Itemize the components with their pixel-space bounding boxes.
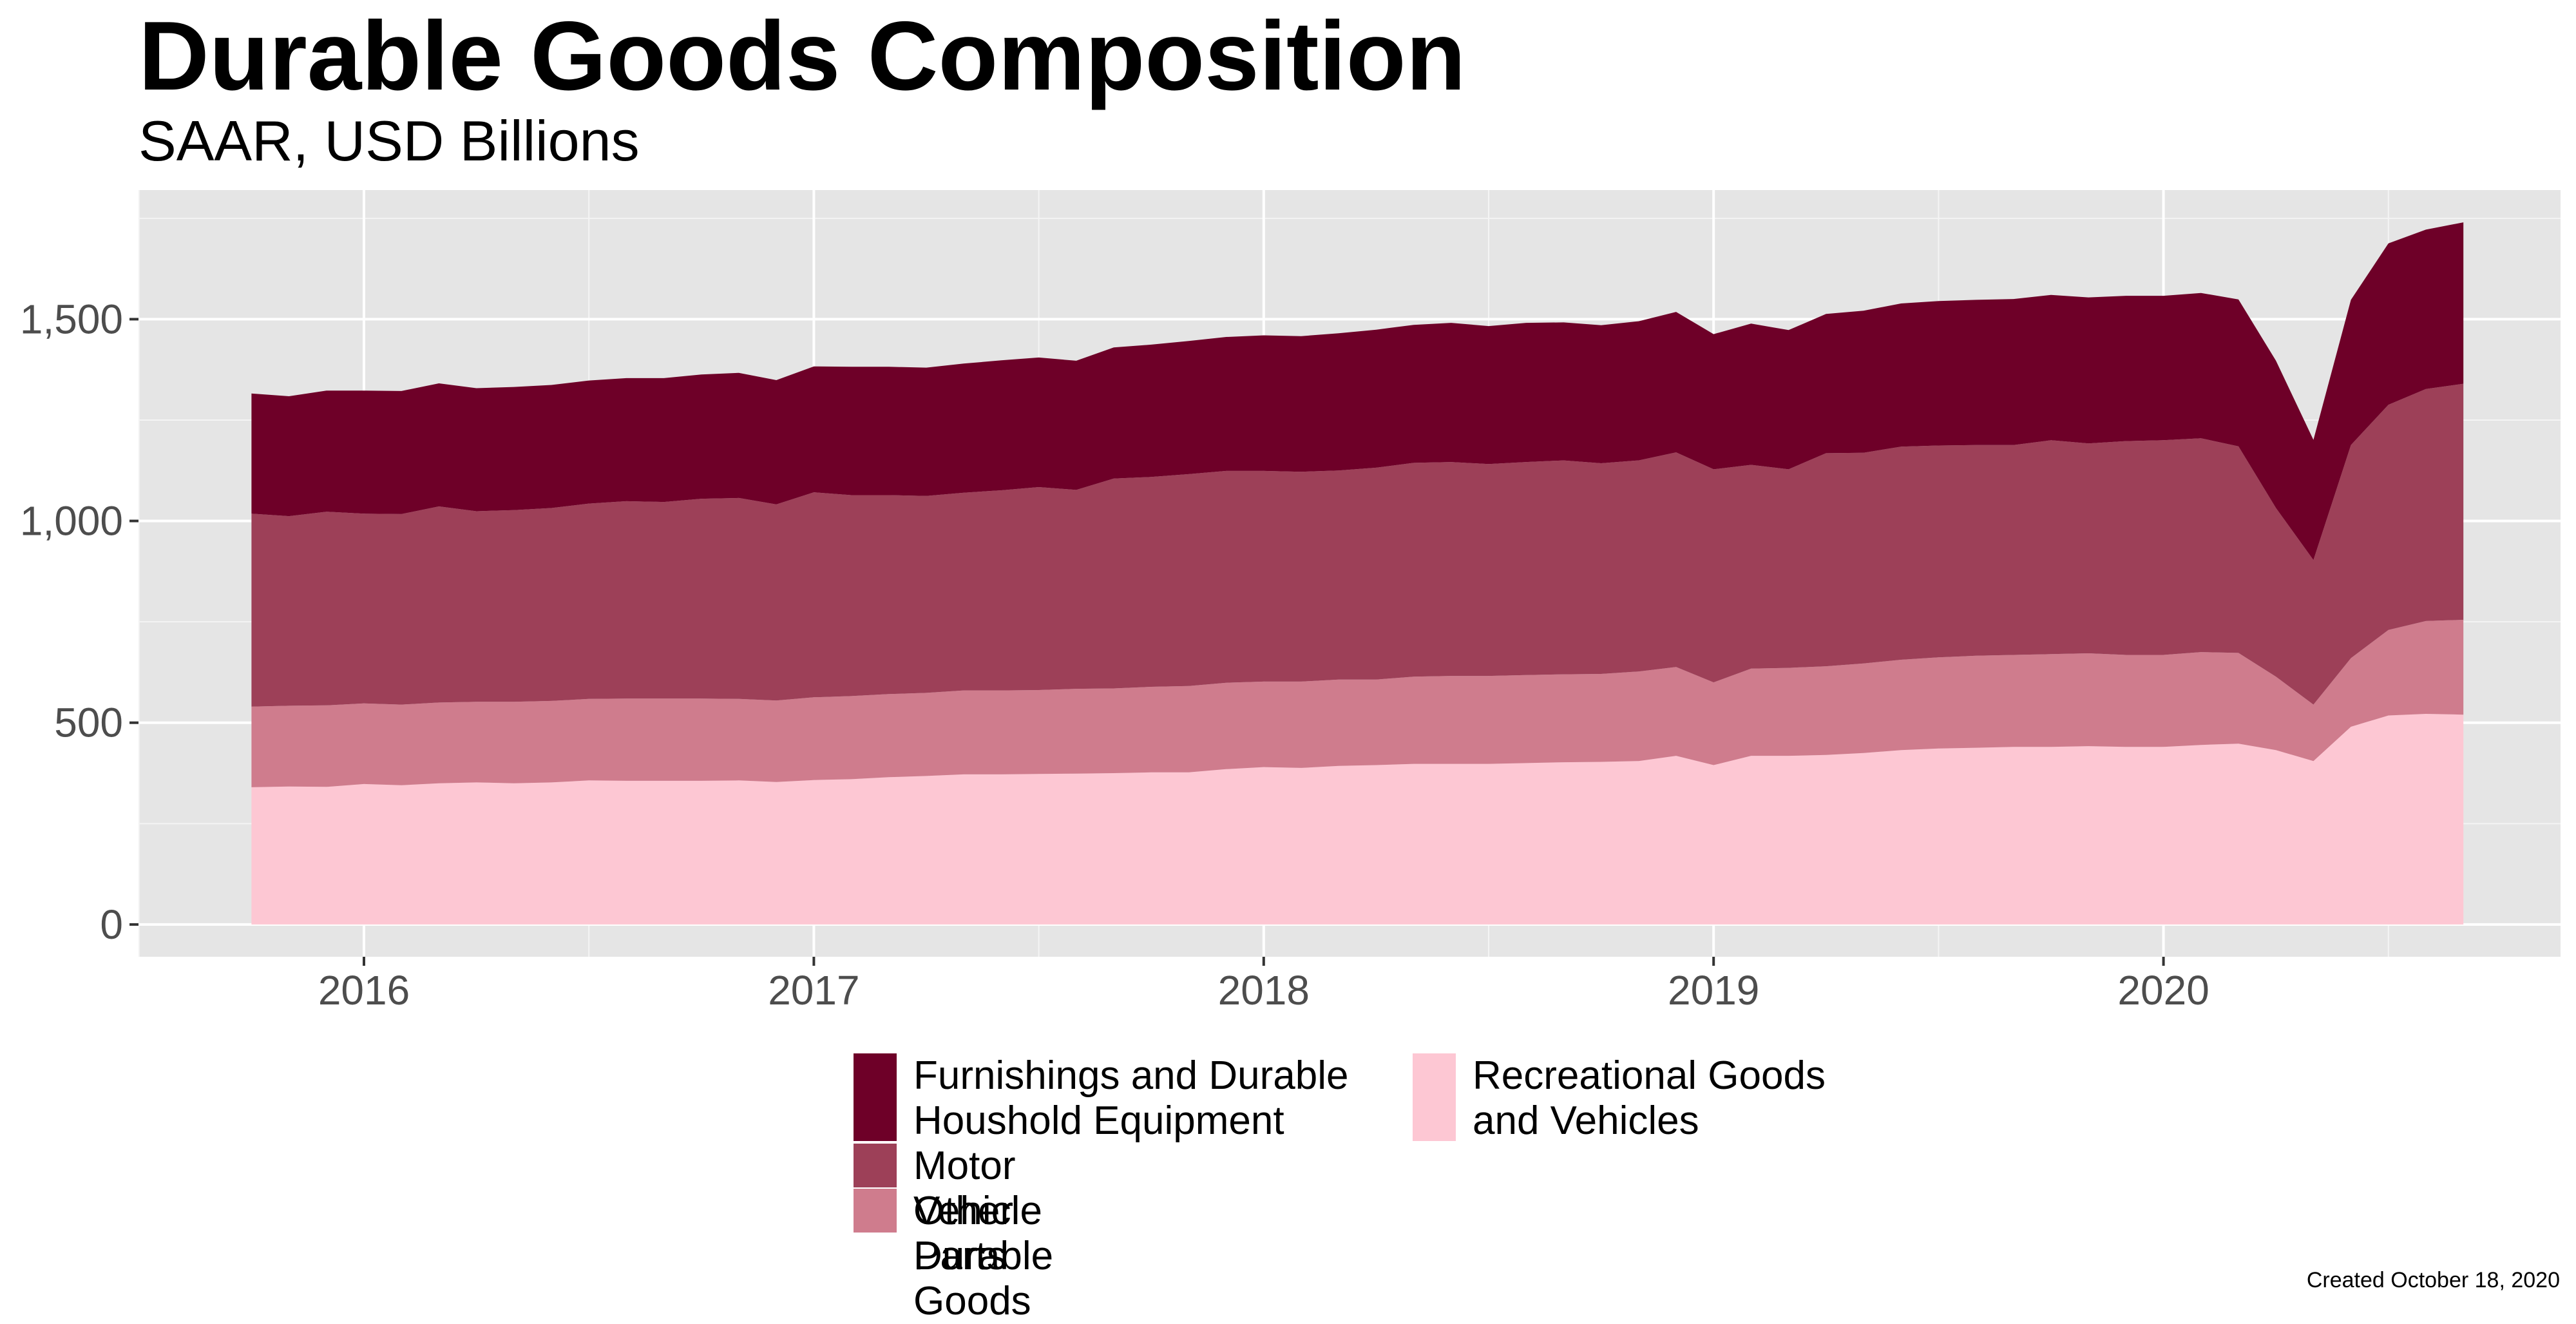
y-tick-label: 1,500 bbox=[20, 296, 123, 342]
y-tick-label: 1,000 bbox=[20, 498, 123, 544]
x-tick-label: 2020 bbox=[2117, 967, 2209, 1013]
area-series-0 bbox=[251, 714, 2464, 925]
legend-swatch-motor-vehicle-parts bbox=[854, 1144, 897, 1187]
legend-swatch-recreational-goods bbox=[1413, 1053, 1456, 1141]
legend-label-other-durable-goods: Other Durable Goods bbox=[913, 1189, 1054, 1323]
chart-title: Durable Goods Composition bbox=[138, 1, 1466, 111]
x-tick-label: 2017 bbox=[768, 967, 859, 1013]
legend-swatch-other-durable-goods bbox=[854, 1189, 897, 1233]
legend-swatch-furnishings bbox=[854, 1053, 897, 1141]
area-layers bbox=[251, 222, 2464, 925]
x-tick-label: 2018 bbox=[1218, 967, 1310, 1013]
area-series-1 bbox=[251, 620, 2464, 787]
x-axis: 2016 2017 2018 2019 2020 bbox=[318, 957, 2209, 1013]
y-axis: 0 500 1,000 1,500 bbox=[20, 296, 138, 948]
area-series-2 bbox=[251, 383, 2464, 707]
legend-label-furnishings: Furnishings and Durable Houshold Equipme… bbox=[913, 1053, 1349, 1143]
area-series-3 bbox=[251, 222, 2464, 561]
legend-item-furnishings: Furnishings and Durable Houshold Equipme… bbox=[854, 1053, 1403, 1144]
legend-label-motor-vehicle-parts: Motor Vehicle Parts bbox=[913, 1144, 1042, 1278]
legend-item-motor-vehicle-parts: Motor Vehicle Parts bbox=[854, 1144, 1042, 1279]
chart-subtitle: SAAR, USD Billions bbox=[138, 109, 640, 173]
created-date-caption: Created October 18, 2020 bbox=[2306, 1268, 2560, 1292]
legend-item-other-durable-goods: Other Durable Goods bbox=[854, 1189, 1053, 1324]
legend-label-recreational-goods: Recreational Goods and Vehicles bbox=[1473, 1053, 1826, 1143]
legend-item-recreational-goods: Recreational Goods and Vehicles bbox=[1413, 1053, 1885, 1144]
y-tick-label: 500 bbox=[54, 700, 123, 746]
x-tick-label: 2019 bbox=[1668, 967, 1759, 1013]
y-tick-label: 0 bbox=[100, 901, 123, 948]
x-tick-label: 2016 bbox=[318, 967, 410, 1013]
